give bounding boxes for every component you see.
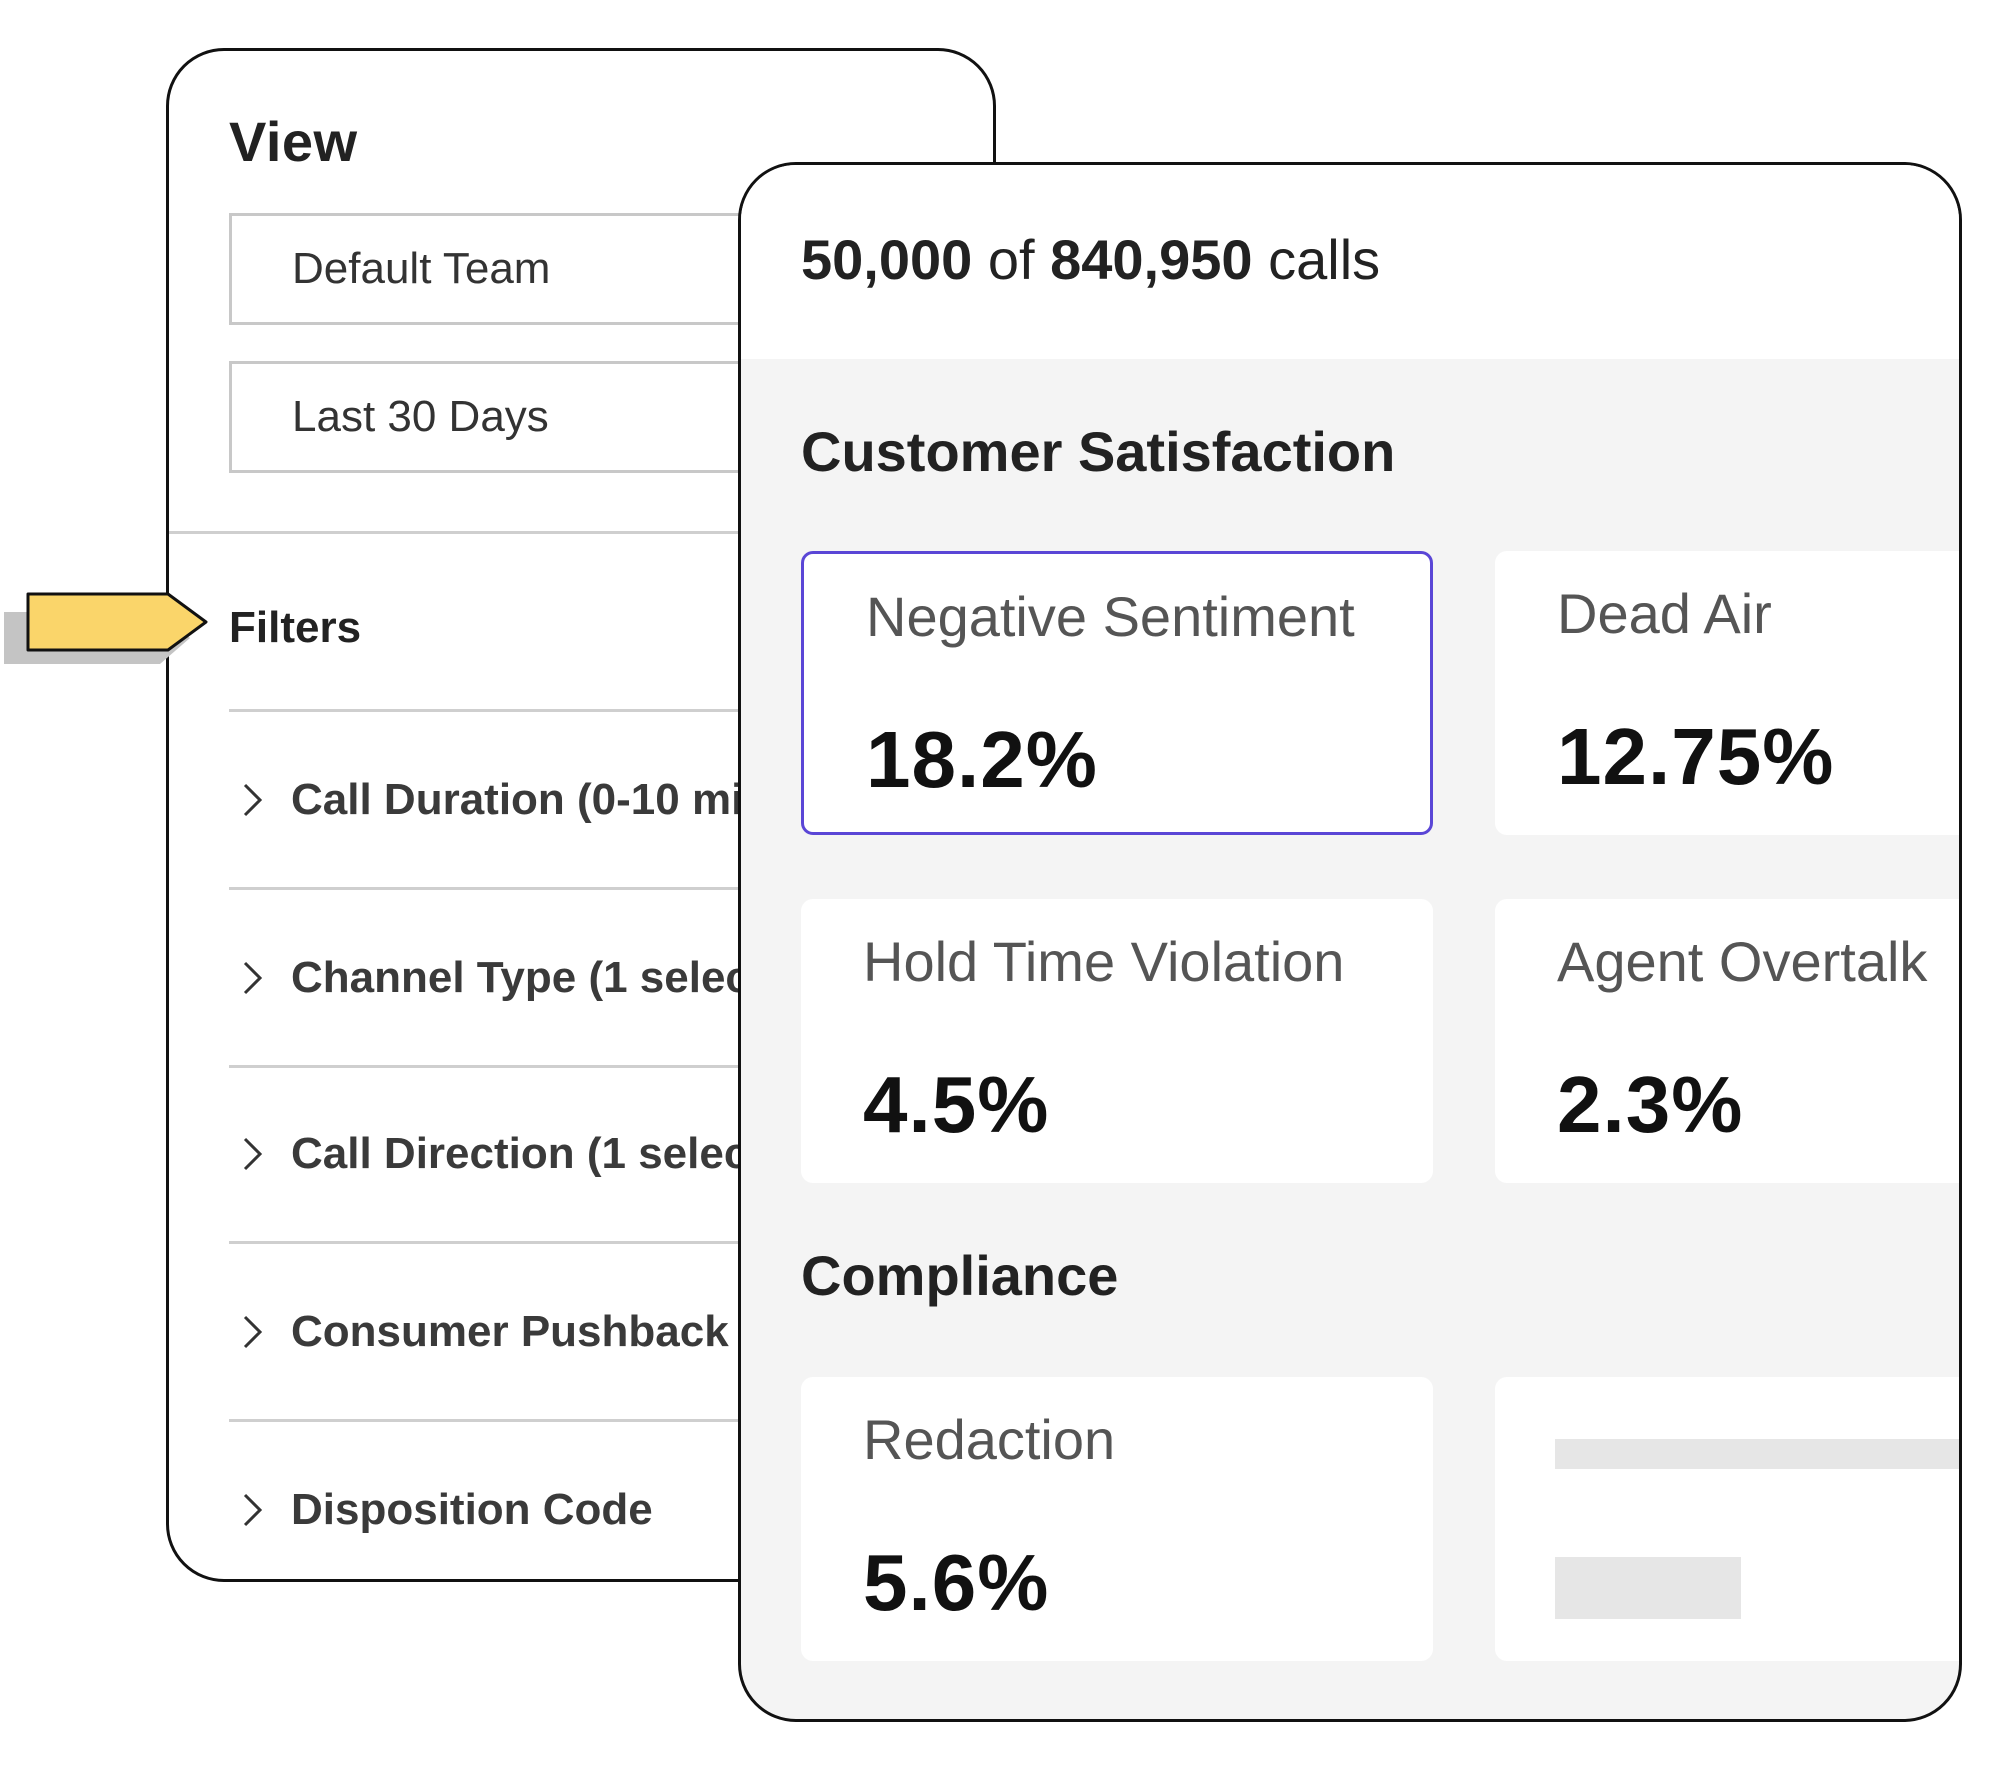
metric-label: Redaction: [863, 1408, 1116, 1471]
date-range-select-value: Last 30 Days: [292, 392, 549, 441]
filter-item-channel-type[interactable]: Channel Type (1 selec: [229, 923, 989, 1033]
filter-item-label: Consumer Pushback: [291, 1307, 729, 1356]
calls-of: of: [987, 228, 1035, 291]
metric-label: Agent Overtalk: [1557, 930, 1928, 993]
skeleton-value-bar: [1555, 1557, 1741, 1619]
calls-shown: 50,000: [801, 228, 973, 291]
metric-card-hold-time-violation[interactable]: Hold Time Violation 4.5%: [801, 899, 1433, 1183]
metric-value: 5.6%: [863, 1538, 1050, 1627]
filter-item-disposition-code[interactable]: Disposition Code: [229, 1455, 989, 1565]
metric-value: 4.5%: [863, 1060, 1050, 1149]
filter-item-call-duration[interactable]: Call Duration (0-10 mi: [229, 745, 989, 855]
chevron-right-icon: [229, 1486, 277, 1534]
divider: [229, 1241, 989, 1244]
metric-label: Dead Air: [1557, 582, 1772, 645]
metrics-header: 50,000 of 840,950 calls: [741, 165, 1959, 359]
view-title: View: [229, 110, 358, 173]
skeleton-label-bar: [1555, 1439, 1959, 1469]
metric-value: 2.3%: [1557, 1060, 1744, 1149]
metric-value: 12.75%: [1557, 712, 1835, 801]
metric-label: Hold Time Violation: [863, 930, 1345, 993]
metric-card-dead-air[interactable]: Dead Air 12.75%: [1495, 551, 1959, 835]
panel-divider: [169, 531, 993, 534]
metric-card-agent-overtalk[interactable]: Agent Overtalk 2.3%: [1495, 899, 1959, 1183]
filter-item-label: Call Direction (1 selec: [291, 1129, 749, 1178]
chevron-right-icon: [229, 954, 277, 1002]
pointer-tag-icon: [0, 590, 220, 680]
calls-count: 50,000 of 840,950 calls: [801, 227, 1380, 292]
metric-card-negative-sentiment[interactable]: Negative Sentiment 18.2%: [801, 551, 1433, 835]
divider: [229, 1065, 989, 1068]
divider: [229, 1419, 989, 1422]
team-select-value: Default Team: [292, 244, 551, 293]
metrics-panel: 50,000 of 840,950 calls Customer Satisfa…: [738, 162, 1962, 1722]
filter-item-consumer-pushback[interactable]: Consumer Pushback: [229, 1277, 989, 1387]
chevron-right-icon: [229, 776, 277, 824]
metric-card-placeholder: [1495, 1377, 1959, 1661]
metric-label: Negative Sentiment: [866, 585, 1355, 648]
section-title-customer-satisfaction: Customer Satisfaction: [801, 420, 1396, 483]
filter-item-label: Disposition Code: [291, 1485, 653, 1534]
filter-item-label: Call Duration (0-10 mi: [291, 775, 744, 824]
filter-item-label: Channel Type (1 selec: [291, 953, 750, 1002]
metric-card-redaction[interactable]: Redaction 5.6%: [801, 1377, 1433, 1661]
pointer-tag-body: [26, 592, 208, 652]
section-title-compliance: Compliance: [801, 1244, 1119, 1307]
chevron-right-icon: [229, 1308, 277, 1356]
filters-title: Filters: [229, 603, 362, 652]
calls-unit: calls: [1268, 228, 1381, 291]
filter-item-call-direction[interactable]: Call Direction (1 selec: [229, 1099, 989, 1209]
divider: [229, 709, 989, 712]
calls-total: 840,950: [1050, 228, 1253, 291]
metric-value: 18.2%: [866, 715, 1098, 804]
divider: [229, 887, 989, 890]
chevron-right-icon: [229, 1130, 277, 1178]
